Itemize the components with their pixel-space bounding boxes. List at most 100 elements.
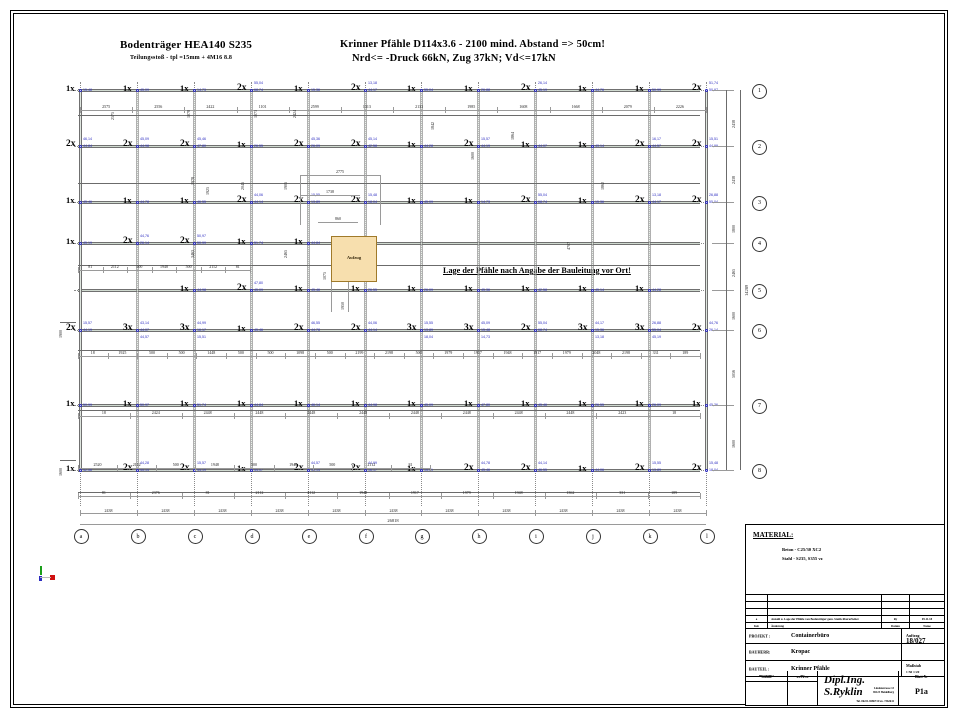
pile-marker	[135, 144, 139, 148]
pile-load-value: 44,76	[140, 234, 149, 238]
revision-row[interactable]	[746, 595, 944, 602]
grid-bubble-f[interactable]: f	[358, 529, 374, 544]
pile-count-label: 2x	[521, 83, 531, 93]
dim-mid-2-value: 18	[90, 350, 95, 355]
pile-count-label: 1x	[123, 195, 132, 205]
revision-index	[746, 609, 768, 615]
dim-mid-2-tick	[314, 353, 316, 359]
massstab-label: Maßstab	[906, 663, 922, 668]
dim-mid-2-tick	[403, 353, 405, 359]
grid-bubble-2[interactable]: 2	[752, 139, 767, 155]
grid-bubble-5[interactable]: 5	[752, 283, 767, 299]
bay-dim-tick	[194, 510, 195, 516]
pile-marker	[135, 403, 139, 407]
revision-row-active[interactable]: a Anzahl u. Lage der Pfähle von Bodenträ…	[746, 616, 944, 623]
grid-bubble-a[interactable]: a	[73, 529, 89, 544]
pile-marker	[192, 200, 196, 204]
grid-bubble-7[interactable]: 7	[752, 398, 767, 414]
grid-bubble-g[interactable]: g	[414, 529, 430, 544]
dim-upper-value: 1608	[519, 104, 528, 109]
pile-load-value: 26,55	[595, 403, 604, 407]
grid-bubble-e[interactable]: e	[301, 529, 317, 544]
pile-load-value: 14,73	[197, 88, 206, 92]
pile-marker	[363, 200, 367, 204]
dim-mid-2-value: 189	[682, 350, 689, 355]
vert-dim-value: 1600	[731, 439, 736, 448]
pile-load-value: 47,80	[197, 144, 206, 148]
dim-low-3-tick	[596, 493, 598, 499]
dim-upper-value: 2599	[310, 104, 319, 109]
vert-overall-dim: 14289	[744, 284, 749, 296]
pile-marker	[78, 328, 82, 332]
dim-mid-2-tick	[492, 353, 494, 359]
pile-marker	[78, 403, 82, 407]
grid-bubble-j[interactable]: j	[585, 529, 601, 544]
pile-count-label: 2x	[635, 463, 645, 473]
pile-load-value: 15,51	[424, 468, 433, 472]
pile-count-label: 1x	[180, 83, 189, 93]
pile-marker	[704, 403, 708, 407]
dim-low-2-tick	[156, 465, 158, 471]
pile-load-value: 44,06	[254, 193, 263, 197]
revision-row[interactable]	[746, 609, 944, 616]
revision-description	[768, 609, 882, 615]
aufzug-shaft: Aufzug	[331, 236, 377, 282]
revision-description	[768, 602, 882, 608]
grid-bubble-6[interactable]: 6	[752, 323, 767, 339]
plan-dim-vertical: 1864	[510, 132, 515, 140]
pile-count-label: 1x	[578, 398, 587, 408]
plan-dim-vertical: 2465	[283, 250, 288, 258]
bay-dim-tick	[80, 510, 81, 516]
dim-low-3-tick	[285, 493, 287, 499]
dim-low-1-tick	[440, 413, 442, 419]
pile-marker	[476, 88, 480, 92]
pile-marker	[192, 288, 196, 292]
grid-bubble-1[interactable]: 1	[752, 83, 767, 99]
beam-horizontal-3	[78, 201, 700, 204]
pile-count-label: 1x	[123, 398, 132, 408]
dim-mid-2-value: 2199	[355, 350, 364, 355]
dim-mid-2-tick	[670, 353, 672, 359]
pile-marker	[306, 144, 310, 148]
pile-count-label: 1x	[66, 463, 75, 473]
dim-low-3-value: 1948	[359, 490, 368, 495]
grid-bubble-3[interactable]: 3	[752, 195, 767, 211]
dim-mid-1-tick	[102, 267, 104, 273]
plan-dim-vertical: 1905	[283, 182, 288, 190]
revision-row[interactable]	[746, 602, 944, 609]
dim-mid-2-value: 500	[178, 350, 185, 355]
vert-dim-line	[726, 90, 727, 470]
pile-load-value: 44,06	[595, 468, 604, 472]
pile-count-label: 1x	[407, 195, 416, 205]
grid-bubble-k[interactable]: k	[642, 529, 658, 544]
grid-bubble-c[interactable]: c	[187, 529, 203, 544]
grid-ext-line-8	[712, 470, 734, 471]
vert-dim-value: 1800	[731, 224, 736, 233]
dim-mid-2-tick	[166, 353, 168, 359]
pile-load-value: 45,09	[254, 288, 263, 292]
grid-bubble-b[interactable]: b	[130, 529, 146, 544]
pile-load-value: 43,14	[595, 144, 604, 148]
dim-upper-tick	[184, 107, 186, 113]
pile-marker	[363, 144, 367, 148]
dim-low-3-value: 81	[205, 490, 210, 495]
pile-load-value: 42,58	[538, 288, 547, 292]
grid-bubble-h[interactable]: h	[471, 529, 487, 544]
engineer-signature: Dipl.Ing. S.Ryklin	[824, 674, 865, 698]
grid-bubble-l[interactable]: l	[699, 529, 715, 544]
grid-bubble-d[interactable]: d	[244, 529, 260, 544]
dim-low-2-tick	[234, 465, 236, 471]
pile-load-value: 42,58	[368, 144, 377, 148]
vert-dim-value: 1600	[731, 312, 736, 320]
grid-bubble-i[interactable]: i	[528, 529, 544, 544]
dim-low-3-tick	[700, 493, 701, 499]
grid-bubble-4[interactable]: 4	[752, 236, 767, 252]
bauherr-row: BAUHERR: Kropac 18/027	[746, 637, 944, 661]
pile-load-value: 42,58	[83, 468, 92, 472]
beam-horizontal-2	[78, 145, 700, 148]
pile-marker	[704, 88, 708, 92]
dim-upper-tick	[236, 107, 238, 113]
pile-count-label: 2x	[237, 283, 247, 293]
grid-bubble-8[interactable]: 8	[752, 463, 767, 479]
heading-nrd-loads: Nrd<= -Druck 66kN, Zug 37kN; Vd<=17kN	[352, 53, 556, 64]
